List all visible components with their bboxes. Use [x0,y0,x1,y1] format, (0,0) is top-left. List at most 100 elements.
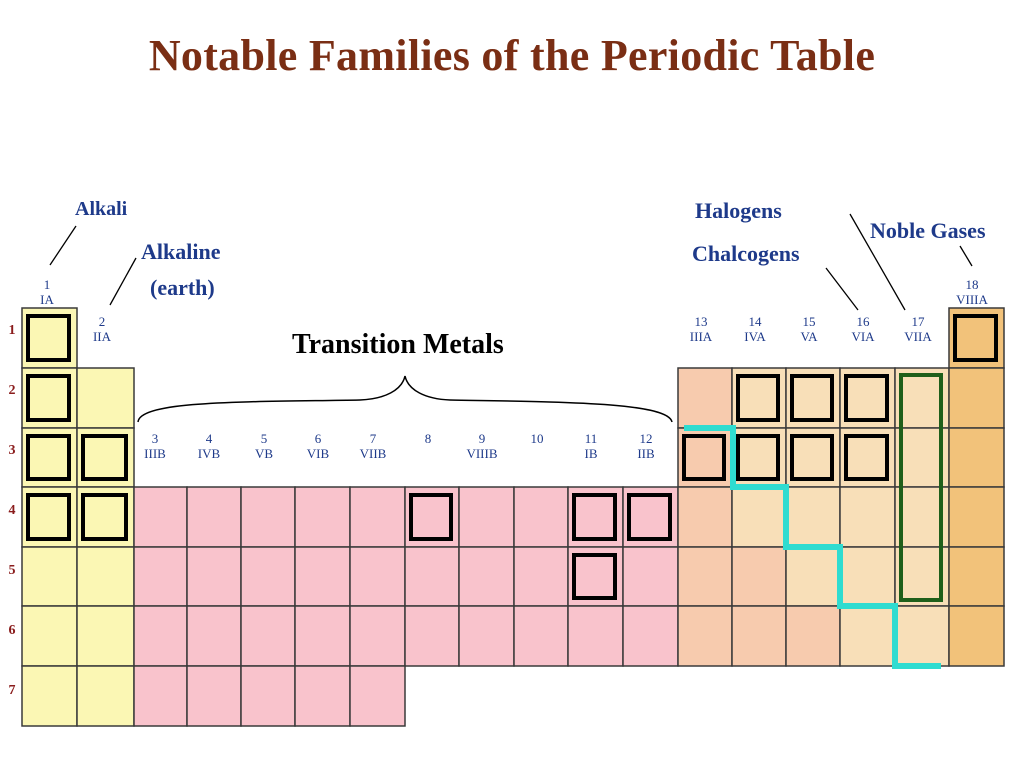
element-cell-g6-p6 [294,605,351,667]
element-cell-g18-p6 [948,605,1005,667]
notable-element-box-g2-p4 [81,493,128,541]
group-roman-numeral: VIB [306,446,330,461]
element-cell-g17-p2 [894,367,950,429]
notable-element-box-g18-p1 [953,314,998,362]
group-label-13: 13 IIIA [676,314,726,344]
group-label-1: 1 IA [22,277,72,307]
group-roman-numeral: IB [584,446,598,461]
notable-element-box-g1-p4 [26,493,71,541]
group-label-7: 7 VIIB [348,431,398,461]
group-number: 1 [43,277,51,292]
element-cell-g3-p4 [133,486,188,548]
element-cell-g14-p5 [731,546,787,607]
period-label-3: 3 [8,443,16,458]
notable-element-box-g8-p4 [409,493,453,541]
element-cell-g3-p7 [133,665,188,727]
group-number: 2 [98,314,106,329]
group-number: 14 [748,314,762,329]
group-label-16: 16 VIA [838,314,888,344]
group-label-9: 9 VIIIB [457,431,507,461]
element-cell-g10-p5 [513,546,569,607]
alkaline-earth-label-line1: Alkaline [141,239,221,264]
element-cell-g17-p4 [894,486,950,548]
element-cell-g3-p6 [133,605,188,667]
group-label-8: 8 [403,431,453,446]
group-roman-numeral: IVB [197,446,221,461]
group-label-12: 12 IIB [621,431,671,461]
element-cell-g18-p4 [948,486,1005,548]
notable-element-box-g15-p2 [790,374,834,422]
group-roman-numeral: IA [40,292,54,307]
element-cell-g13-p5 [677,546,733,607]
element-cell-g17-p5 [894,546,950,607]
group-roman-numeral: IIIA [689,329,713,344]
element-cell-g15-p4 [785,486,841,548]
group-roman-numeral: VA [800,329,818,344]
group-roman-numeral: IIIB [144,446,166,461]
group-number: 3 [151,431,159,446]
group-number: 18 [965,277,979,292]
element-cell-g17-p6 [894,605,950,667]
element-cell-g1-p7 [21,665,78,727]
group-label-15: 15 VA [784,314,834,344]
group-roman-numeral: IIA [92,329,112,344]
element-cell-g7-p6 [349,605,406,667]
notable-element-box-g12-p4 [627,493,672,541]
group-roman-numeral: VIIA [904,329,932,344]
element-cell-g8-p6 [404,605,460,667]
group-number: 15 [802,314,816,329]
group-label-11: 11 IB [566,431,616,461]
element-cell-g2-p7 [76,665,135,727]
element-cell-g15-p6 [785,605,841,667]
group-roman-numeral: VB [254,446,274,461]
group-number: 6 [314,431,322,446]
element-cell-g9-p4 [458,486,515,548]
element-cell-g1-p6 [21,605,78,667]
element-cell-g6-p7 [294,665,351,727]
element-cell-g16-p5 [839,546,896,607]
element-cell-g18-p2 [948,367,1005,429]
group-label-3: 3 IIIB [130,431,180,461]
group-number: 5 [260,431,268,446]
element-cell-g9-p5 [458,546,515,607]
notable-element-box-g2-p3 [81,434,128,481]
element-cell-g11-p6 [567,605,624,667]
notable-element-box-g1-p1 [26,314,71,362]
group-number: 17 [911,314,925,329]
element-cell-g17-p3 [894,427,950,488]
period-label-7: 7 [8,683,16,698]
group-number: 7 [369,431,377,446]
period-label-6: 6 [8,623,16,638]
element-cell-g13-p4 [677,486,733,548]
element-cell-g1-p5 [21,546,78,607]
group-label-18: 18 VIIIA [947,277,997,307]
notable-element-box-g1-p2 [26,374,71,422]
alkaline-earth-label-line2: (earth) [150,275,215,300]
element-cell-g4-p7 [186,665,242,727]
notable-element-box-g11-p4 [572,493,617,541]
element-cell-g18-p3 [948,427,1005,488]
group-number: 11 [584,431,598,446]
notable-element-box-g14-p2 [736,374,780,422]
element-cell-g12-p5 [622,546,679,607]
group-roman-numeral: VIA [851,329,875,344]
group-label-6: 6 VIB [293,431,343,461]
element-cell-g4-p5 [186,546,242,607]
element-cell-g12-p6 [622,605,679,667]
element-cell-g2-p6 [76,605,135,667]
group-roman-numeral: IVA [744,329,766,344]
period-label-5: 5 [8,563,16,578]
group-roman-numeral: VIIIB [466,446,498,461]
element-cell-g14-p4 [731,486,787,548]
element-cell-g13-p6 [677,605,733,667]
group-number: 9 [478,431,486,446]
element-cell-g6-p4 [294,486,351,548]
group-roman-numeral: VIIB [359,446,387,461]
period-label-4: 4 [8,503,16,518]
group-number: 12 [639,431,653,446]
period-label-1: 1 [8,323,16,338]
group-label-5: 5 VB [239,431,289,461]
group-number: 10 [530,431,544,446]
group-number: 16 [856,314,870,329]
